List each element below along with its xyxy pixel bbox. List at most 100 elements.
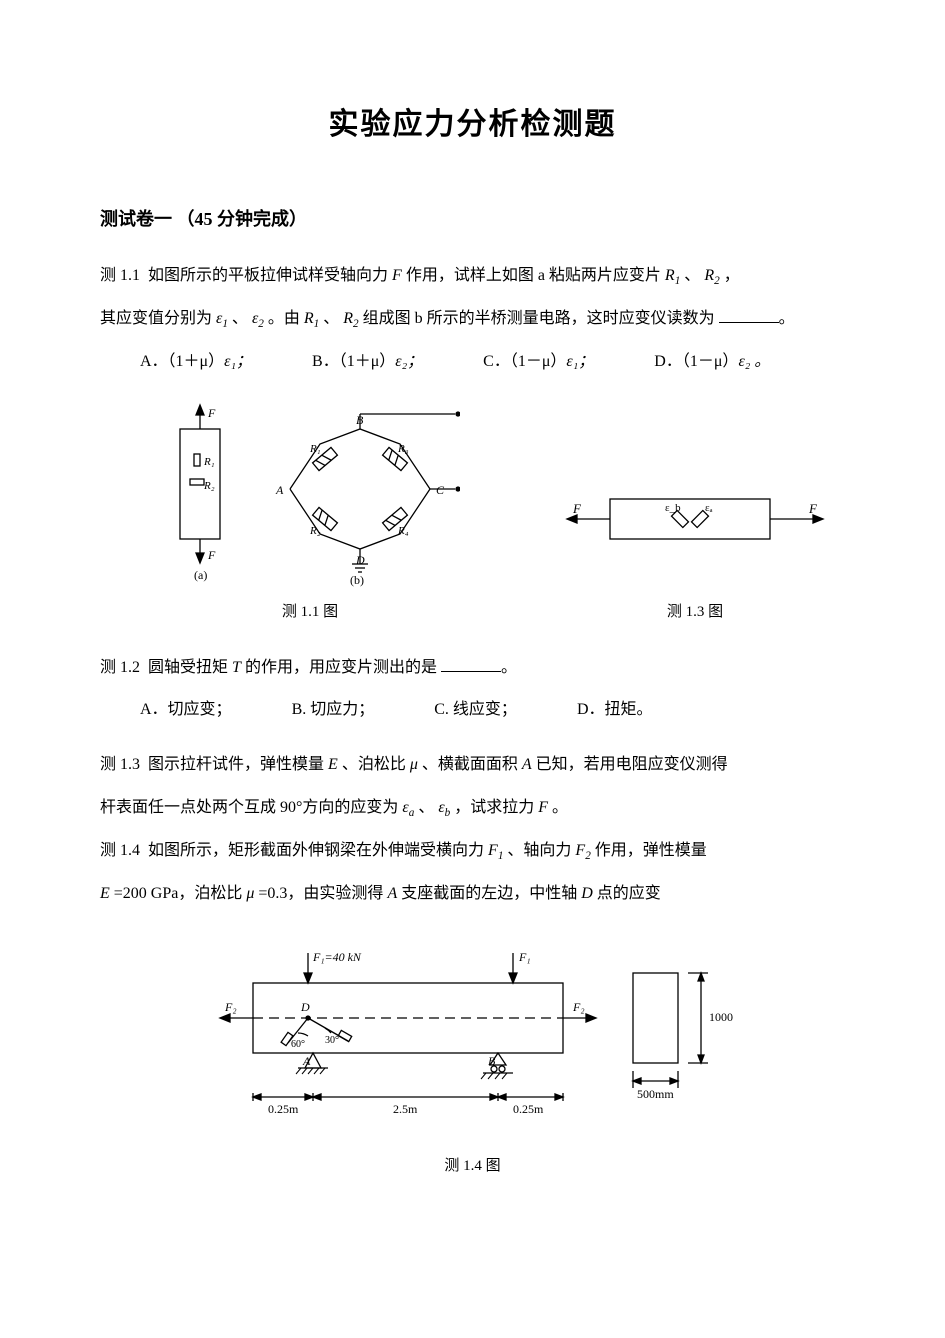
q1-optD: D．（1－μ）ε₂ 。 (654, 344, 770, 381)
q1-sep2: 、 (232, 310, 248, 327)
svg-text:0.25m: 0.25m (513, 1102, 544, 1116)
question-4-line2: E =200 GPa，泊松比 μ =0.3，由实验测得 A 支座截面的左边，中性… (100, 876, 845, 913)
q4-text-b: 、轴向力 (507, 842, 571, 859)
question-4: 测 1.4 如图所示，矩形截面外伸钢梁在外伸端受横向力 F1 、轴向力 F2 作… (100, 833, 845, 870)
figure-1-1: F R₁ R₂ F (a) A B C D (160, 399, 460, 630)
question-2: 测 1.2 圆轴受扭矩 T 的作用，用应变片测出的是 。 (100, 650, 845, 687)
q2-label: 测 1.2 (100, 659, 140, 676)
q1-options: A．（1＋μ）ε₁； B．（1＋μ）ε₂； C．（1－μ）ε₁； D．（1－μ）… (140, 344, 845, 381)
q4-F1: F1 (488, 842, 503, 859)
figure-row-1: F R₁ R₂ F (a) A B C D (100, 399, 845, 630)
q4-mu: μ (246, 885, 254, 902)
q1-blank (719, 306, 779, 323)
question-1-line2: 其应变值分别为 ε1 、 ε2 。由 R1 、 R2 组成图 b 所示的半桥测量… (100, 301, 845, 338)
q3-sep: 、 (418, 799, 434, 816)
svg-text:F₂: F₂ (572, 1000, 585, 1014)
svg-text:0.25m: 0.25m (268, 1102, 299, 1116)
page-title: 实验应力分析检测题 (100, 90, 845, 159)
q1-R1: R1 (665, 267, 680, 284)
q4-text-e: =0.3，由实验测得 (258, 885, 383, 902)
q1-text-e: 。由 (268, 310, 300, 327)
svg-text:F₁: F₁ (518, 950, 531, 964)
q2-optA: A．切应变； (140, 692, 232, 729)
q4-text-d: =200 GPa，泊松比 (114, 885, 243, 902)
q4-label: 测 1.4 (100, 842, 140, 859)
svg-text:R₂: R₂ (309, 525, 321, 537)
figure-1-3: F ε_b εₐ F 测 1.3 图 (565, 469, 825, 630)
svg-text:F₂: F₂ (224, 1000, 237, 1014)
svg-text:1000mm: 1000mm (709, 1010, 733, 1024)
fig14-caption: 测 1.4 图 (444, 1149, 500, 1184)
q3-eb: εb (438, 799, 450, 816)
svg-text:500mm: 500mm (637, 1087, 674, 1101)
svg-text:F: F (808, 501, 818, 516)
q3-text-e: 杆表面任一点处两个互成 90°方向的应变为 (100, 799, 398, 816)
q3-A: A (522, 756, 532, 773)
q2-options: A．切应变； B. 切应力； C. 线应变； D．扭矩。 (140, 692, 845, 729)
svg-text:F: F (572, 501, 582, 516)
q1-R1b: R1 (304, 310, 319, 327)
svg-text:30°: 30° (325, 1035, 339, 1046)
q3-text-c: 、横截面面积 (422, 756, 518, 773)
q1-R2b: R2 (343, 310, 358, 327)
q1-R2: R2 (704, 267, 719, 284)
q1-e2: ε2 (252, 310, 264, 327)
q4-F2: F2 (575, 842, 590, 859)
svg-text:2.5m: 2.5m (393, 1102, 418, 1116)
q3-E: E (328, 756, 338, 773)
q1-optB: B．（1＋μ）ε₂； (312, 344, 423, 381)
q3-label: 测 1.3 (100, 756, 140, 773)
question-1: 测 1.1 如图所示的平板拉伸试样受轴向力 F 作用，试样上如图 a 粘贴两片应… (100, 258, 845, 295)
svg-text:60°: 60° (291, 1039, 305, 1050)
q3-mu: μ (410, 756, 418, 773)
q1-F: F (392, 267, 402, 284)
svg-text:R₃: R₃ (397, 443, 409, 455)
svg-text:R₁: R₁ (309, 443, 321, 455)
q1-text-f: 组成图 b 所示的半桥测量电路，这时应变仪读数为 (363, 310, 715, 327)
fig11-caption: 测 1.1 图 (282, 595, 338, 630)
q3-text-f: ，试求拉力 (454, 799, 534, 816)
svg-text:A: A (275, 483, 284, 497)
q2-optD: D．扭矩。 (577, 692, 653, 729)
q1-label: 测 1.1 (100, 267, 140, 284)
q2-optB: B. 切应力； (292, 692, 375, 729)
q4-text-f: 支座截面的左边，中性轴 (401, 885, 577, 902)
q4-A: A (387, 885, 397, 902)
svg-text:F: F (207, 548, 216, 562)
q2-text-b: 的作用，用应变片测出的是 (245, 659, 437, 676)
svg-text:F₁=40 kN: F₁=40 kN (312, 950, 362, 964)
q2-blank (441, 655, 501, 672)
q4-text-c: 作用，弹性模量 (595, 842, 707, 859)
q1-sep3: 、 (323, 310, 339, 327)
q4-E: E (100, 885, 110, 902)
figure-1-4: F₁=40 kN F₁ F₂ F₂ D 60° 30° (213, 943, 733, 1184)
q1-optC: C．（1－μ）ε₁； (483, 344, 594, 381)
q2-text-a: 圆轴受扭矩 (148, 659, 228, 676)
q4-text-a: 如图所示，矩形截面外伸钢梁在外伸端受横向力 (148, 842, 484, 859)
q1-optA: A．（1＋μ）ε₁； (140, 344, 252, 381)
q1-text-a: 如图所示的平板拉伸试样受轴向力 (148, 267, 388, 284)
q1-sep1: 、 (684, 267, 700, 284)
svg-text:(b): (b) (350, 573, 364, 587)
svg-text:R₄: R₄ (397, 525, 409, 537)
svg-text:B: B (356, 413, 364, 427)
svg-text:ε_b: ε_b (665, 502, 681, 514)
q1-text-c: ， (724, 267, 740, 284)
q3-ea: εa (402, 799, 414, 816)
q3-end: 。 (552, 799, 568, 816)
q1-text-b: 作用，试样上如图 a 粘贴两片应变片 (406, 267, 661, 284)
q2-optC: C. 线应变； (434, 692, 517, 729)
q3-text-d: 已知，若用电阻应变仪测得 (536, 756, 728, 773)
q4-D: D (581, 885, 593, 902)
q3-F: F (538, 799, 548, 816)
svg-text:C: C (436, 483, 445, 497)
section-header: 测试卷一 （45 分钟完成） (100, 199, 845, 240)
question-3: 测 1.3 图示拉杆试件，弹性模量 E 、泊松比 μ 、横截面面积 A 已知，若… (100, 747, 845, 784)
svg-text:R₂: R₂ (203, 480, 215, 492)
svg-text:(a): (a) (194, 568, 207, 582)
svg-text:D: D (300, 1000, 310, 1014)
q4-text-g: 点的应变 (597, 885, 661, 902)
svg-text:εₐ: εₐ (705, 502, 713, 514)
q1-text-d: 其应变值分别为 (100, 310, 212, 327)
svg-text:R₁: R₁ (203, 456, 215, 468)
